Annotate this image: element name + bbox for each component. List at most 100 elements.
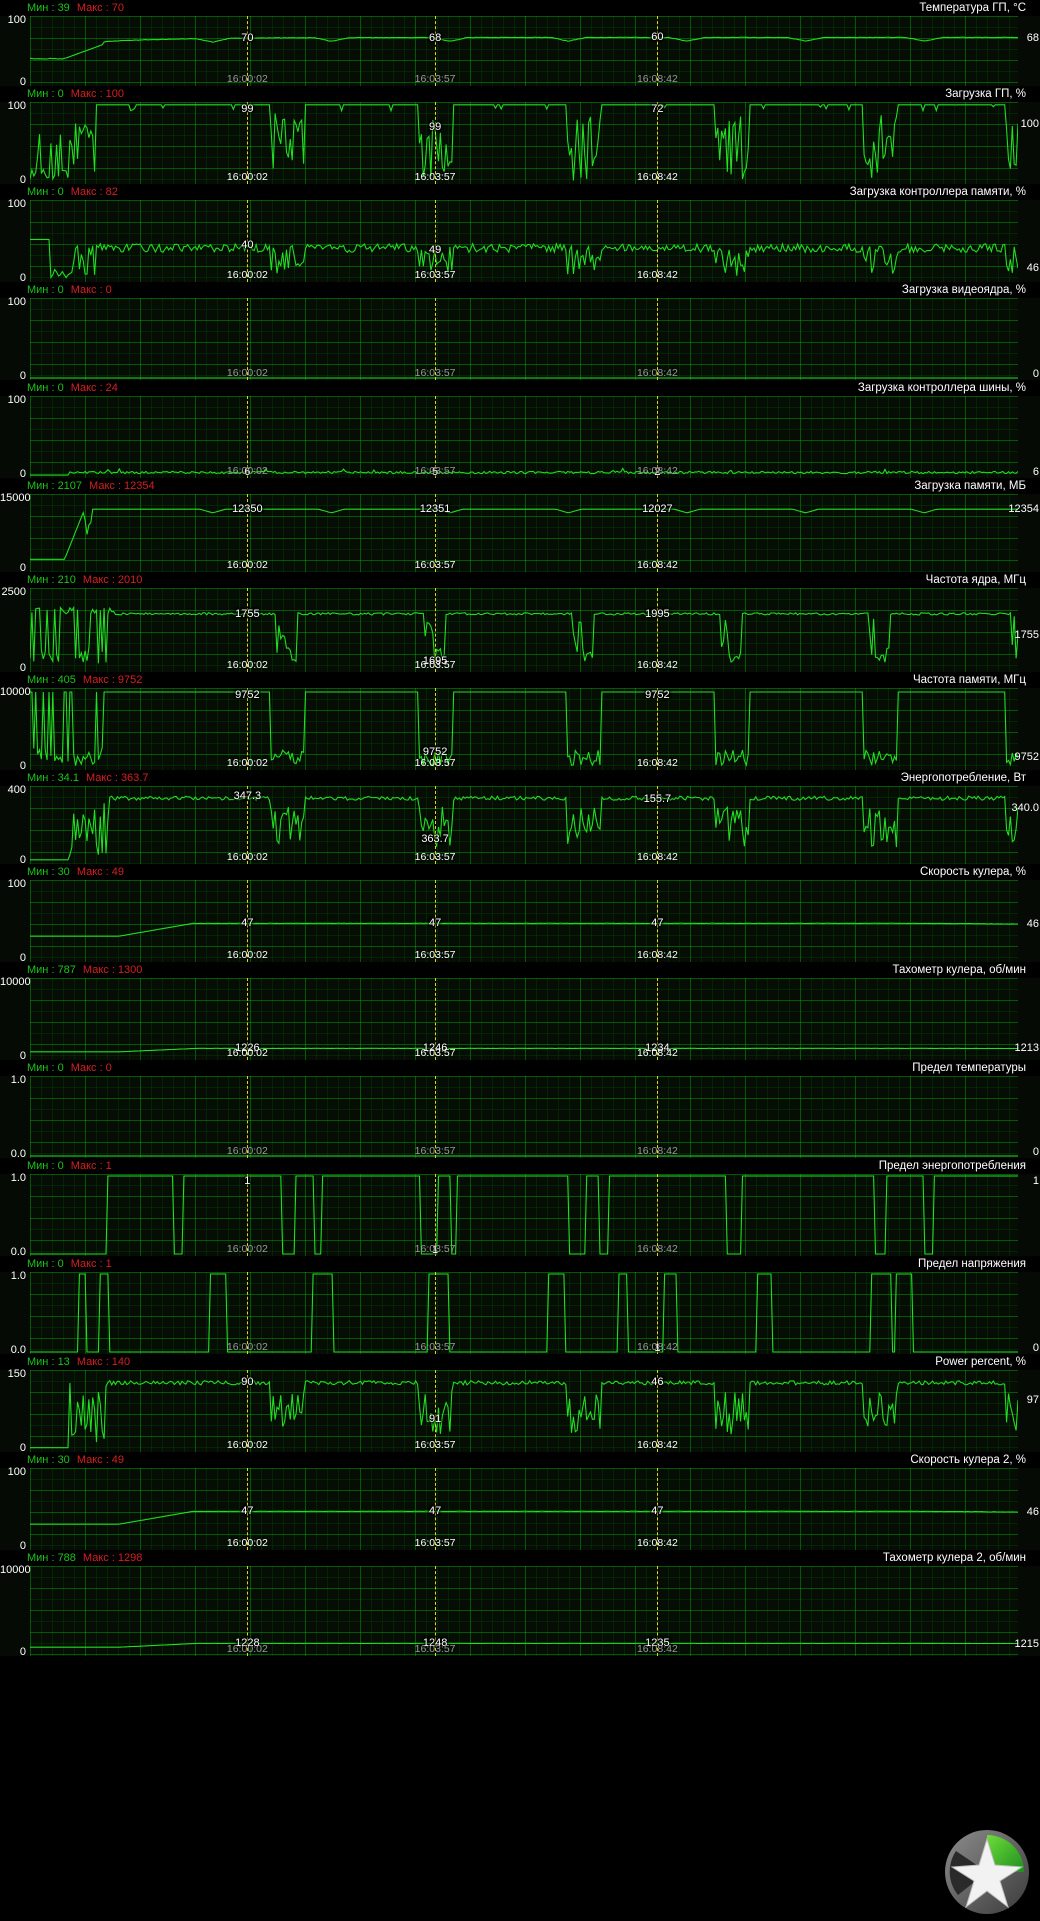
graph-row-memory-controller-usage[interactable]: Мин : 0 Макс :82 Загрузка контроллера памя… [0,184,1040,282]
cursor-line-1[interactable] [247,396,249,478]
grid-fan-speed [30,880,1018,962]
graph-row-fan-tachometer-2[interactable]: Мин : 788 Макс :1298 Тахометр кулера 2, об… [0,1550,1040,1656]
cursor-value-2: 1248 [422,1637,448,1650]
plot-area-voltage-limit[interactable]: 1.0 0.0 16:00:02 16:03:57 1 16:08:42 0 [0,1271,1040,1354]
cursor-line-2[interactable] [435,396,437,478]
cursor-line-3[interactable] [657,978,659,1060]
cursor-line-2[interactable] [435,16,437,86]
cursor-line-2[interactable] [435,102,437,184]
plot-area-power-consumption[interactable]: 400 0 347.3 16:00:02 363.7 16:03:57 155.7 16:08… [0,785,1040,864]
time-axis-label-1: 16:00:02 [226,1439,268,1451]
cursor-line-3[interactable] [657,880,659,962]
cursor-line-2[interactable] [435,1174,437,1256]
graph-row-core-clock[interactable]: Мин : 210 Макс :2010 Частота ядра, МГц 2500… [0,572,1040,672]
graph-row-gpu-temperature[interactable]: Мин : 39 Макс :70 Температура ГП, °C 100 0 70… [0,0,1040,86]
graph-row-fan-speed[interactable]: Мин : 30 Макс :49 Скорость кулера, % 100 0 47… [0,864,1040,962]
cursor-line-1[interactable] [247,688,249,770]
graph-row-memory-usage[interactable]: Мин : 2107 Макс :12354 Загрузка памяти, МБ… [0,478,1040,572]
graph-row-fan-speed-2[interactable]: Мин : 30 Макс :49 Скорость кулера 2, % 100 0… [0,1452,1040,1550]
cursor-line-1[interactable] [247,102,249,184]
trace-memory-controller-usage [30,200,1018,282]
grid-memory-controller-usage [30,200,1018,282]
cursor-line-2[interactable] [435,880,437,962]
plot-area-gpu-usage[interactable]: 100 0 99 16:00:02 99 16:03:57 72 16:08:42 100 [0,101,1040,184]
cursor-line-1[interactable] [247,200,249,282]
time-axis-label-3: 16:08:42 [636,73,678,85]
cursor-line-1[interactable] [247,16,249,86]
graph-row-memory-clock[interactable]: Мин : 405 Макс :9752 Частота памяти, МГц 10… [0,672,1040,770]
current-value-gpu-temperature: 68 [1026,31,1039,44]
plot-area-memory-clock[interactable]: 10000 0 9752 16:00:02 9752 16:03:57 9752 16:08:… [0,687,1040,770]
cursor-line-3[interactable] [657,588,659,672]
cursor-line-3[interactable] [657,1566,659,1656]
cursor-line-3[interactable] [657,494,659,572]
plot-area-gpu-temperature[interactable]: 100 0 70 16:00:02 68 16:03:57 60 16:08:42 68 [0,15,1040,86]
cursor-line-3[interactable] [657,786,659,864]
cursor-line-3[interactable] [657,298,659,380]
time-axis-label-2: 16:03:57 [414,1341,456,1353]
cursor-line-1[interactable] [247,588,249,672]
graph-row-fan-tachometer[interactable]: Мин : 787 Макс :1300 Тахометр кулера, об/м… [0,962,1040,1060]
cursor-line-2[interactable] [435,786,437,864]
y-axis-max-label: 100 [7,1466,26,1478]
cursor-line-2[interactable] [435,1468,437,1550]
cursor-line-2[interactable] [435,494,437,572]
cursor-line-2[interactable] [435,1370,437,1452]
cursor-line-1[interactable] [247,1468,249,1550]
graph-row-temperature-limit[interactable]: Мин : 0 Макс :0 Предел температуры 1.0 0.0 16… [0,1060,1040,1158]
cursor-line-3[interactable] [657,1272,659,1354]
cursor-line-2[interactable] [435,978,437,1060]
cursor-line-3[interactable] [657,102,659,184]
cursor-line-3[interactable] [657,16,659,86]
plot-area-fan-tachometer[interactable]: 10000 0 1226 16:00:02 1246 16:03:57 1234 16:08:… [0,977,1040,1060]
plot-area-memory-controller-usage[interactable]: 100 0 40 16:00:02 49 16:03:57 16:08:42 46 [0,199,1040,282]
cursor-line-3[interactable] [657,396,659,478]
cursor-line-1[interactable] [247,1370,249,1452]
graph-row-power-percent[interactable]: Мин : 13 Макс :140 Power percent, % 150 0 90 1… [0,1354,1040,1452]
cursor-line-3[interactable] [657,1468,659,1550]
time-axis-label-3: 16:08:42 [636,1537,678,1549]
graph-row-video-engine-usage[interactable]: Мин : 0 Макс :0 Загрузка видеоядра, % 100 0 1… [0,282,1040,380]
series-title-power-percent: Power percent, % [935,1356,1026,1368]
plot-area-memory-usage[interactable]: 15000 0 12350 16:00:02 12351 16:03:57 12027 16:… [0,493,1040,572]
cursor-line-1[interactable] [247,1272,249,1354]
graph-row-gpu-usage[interactable]: Мин : 0 Макс :100 Загрузка ГП, % 100 0 99 16:0… [0,86,1040,184]
graph-row-power-consumption[interactable]: Мин : 34.1 Макс :363.7 Энергопотребление, … [0,770,1040,864]
cursor-line-1[interactable] [247,1076,249,1158]
cursor-line-2[interactable] [435,298,437,380]
graph-row-bus-controller-usage[interactable]: Мин : 0 Макс :24 Загрузка контроллера шины… [0,380,1040,478]
plot-area-power-percent[interactable]: 150 0 90 16:00:02 91 16:03:57 46 16:08:42 97 [0,1369,1040,1452]
plot-area-core-clock[interactable]: 2500 0 1755 16:00:02 1695 16:03:57 1995 16:08:4… [0,587,1040,672]
cursor-line-3[interactable] [657,1174,659,1256]
cursor-line-1[interactable] [247,978,249,1060]
cursor-line-3[interactable] [657,1076,659,1158]
cursor-line-1[interactable] [247,880,249,962]
cursor-line-2[interactable] [435,1076,437,1158]
cursor-line-1[interactable] [247,298,249,380]
cursor-line-3[interactable] [657,200,659,282]
cursor-line-2[interactable] [435,1272,437,1354]
series-title-bus-controller-usage: Загрузка контроллера шины, % [857,382,1026,394]
time-axis-label-1: 16:00:02 [226,659,268,671]
cursor-line-1[interactable] [247,786,249,864]
cursor-line-2[interactable] [435,688,437,770]
plot-area-bus-controller-usage[interactable]: 100 0 6 16:00:02 5 16:03:57 2 16:08:42 6 [0,395,1040,478]
graph-row-power-limit[interactable]: Мин : 0 Макс :1 Предел энергопотребления 1.… [0,1158,1040,1256]
graph-row-voltage-limit[interactable]: Мин : 0 Макс :1 Предел напряжения 1.0 0.0 16:… [0,1256,1040,1354]
plot-area-fan-speed-2[interactable]: 100 0 47 16:00:02 47 16:03:57 47 16:08:42 46 [0,1466,1040,1550]
cursor-line-3[interactable] [657,1370,659,1452]
graph-header-fan-tachometer-2: Мин : 788 Макс :1298 Тахометр кулера 2, об… [0,1550,1040,1566]
cursor-line-2[interactable] [435,1566,437,1656]
plot-area-fan-tachometer-2[interactable]: 10000 0 1228 16:00:02 1248 16:03:57 1235 16:08:… [0,1565,1040,1656]
plot-area-video-engine-usage[interactable]: 100 0 16:00:02 16:03:57 16:08:42 0 [0,297,1040,380]
cursor-line-1[interactable] [247,1566,249,1656]
cursor-line-1[interactable] [247,1174,249,1256]
time-axis-label-3: 16:08:42 [636,1145,678,1157]
plot-area-power-limit[interactable]: 1.0 0.0 1 16:00:02 1 16:03:57 16:08:42 1 [0,1173,1040,1256]
cursor-line-2[interactable] [435,588,437,672]
plot-area-temperature-limit[interactable]: 1.0 0.0 16:00:02 16:03:57 16:08:42 0 [0,1075,1040,1158]
plot-area-fan-speed[interactable]: 100 0 47 16:00:02 47 16:03:57 47 16:08:42 46 [0,879,1040,962]
cursor-line-2[interactable] [435,200,437,282]
cursor-line-1[interactable] [247,494,249,572]
cursor-line-3[interactable] [657,688,659,770]
